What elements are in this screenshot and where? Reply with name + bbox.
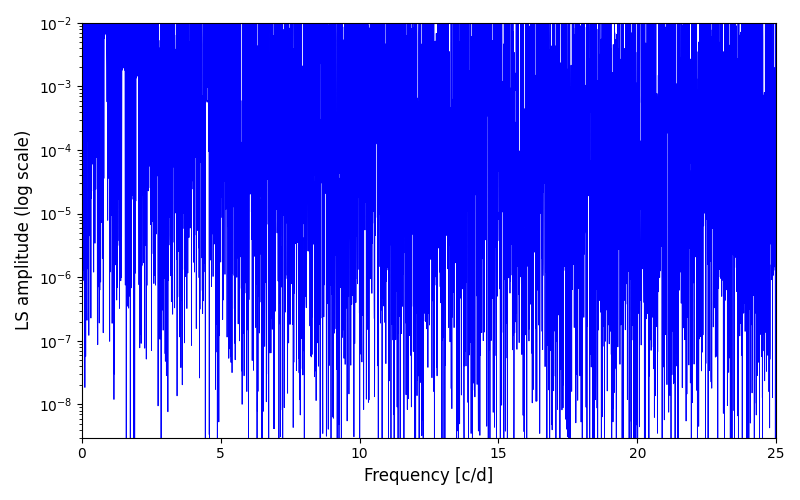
X-axis label: Frequency [c/d]: Frequency [c/d] — [364, 467, 494, 485]
Y-axis label: LS amplitude (log scale): LS amplitude (log scale) — [15, 130, 33, 330]
